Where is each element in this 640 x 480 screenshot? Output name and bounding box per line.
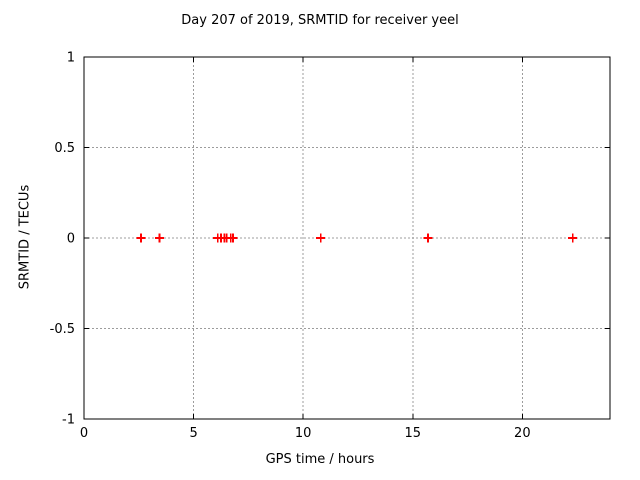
x-tick-label: 10: [295, 426, 312, 441]
x-tick-label: 15: [404, 426, 421, 441]
y-tick-label: 0: [67, 232, 75, 247]
data-point-marker: [568, 233, 578, 243]
x-tick-label: 5: [189, 426, 197, 441]
x-tick-label: 20: [514, 426, 531, 441]
data-point-marker: [423, 233, 433, 243]
y-tick-label: -0.5: [50, 322, 75, 337]
x-tick-label: 0: [80, 426, 88, 441]
data-point-marker: [228, 233, 238, 243]
data-point-marker: [136, 233, 146, 243]
y-tick-label: -1: [62, 413, 75, 428]
x-axis-label: GPS time / hours: [265, 452, 375, 467]
y-tick-label: 1: [67, 51, 75, 66]
data-point-marker: [155, 233, 165, 243]
y-tick-label: 0.5: [54, 141, 75, 156]
chart-title: Day 207 of 2019, SRMTID for receiver yee…: [181, 13, 459, 28]
data-point-marker: [316, 233, 326, 243]
